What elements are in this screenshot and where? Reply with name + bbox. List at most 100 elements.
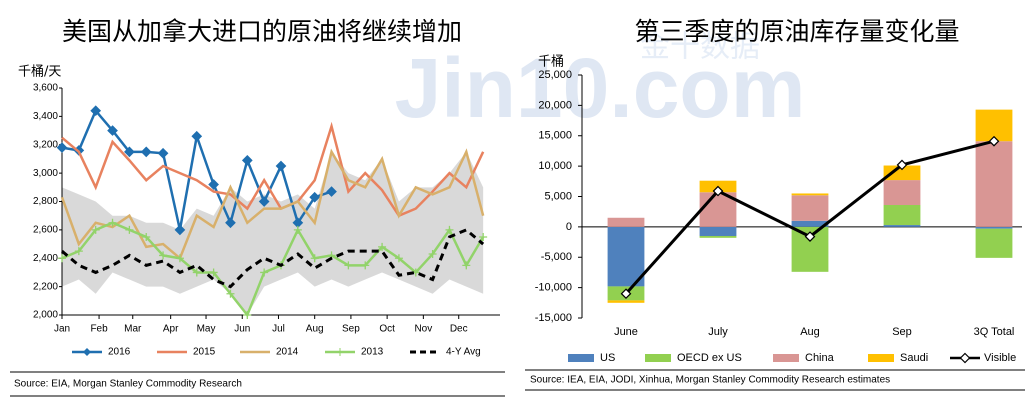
- y-tick-label: 3,400: [33, 111, 58, 122]
- x-tick-label: Aug: [306, 324, 324, 335]
- y-tick-label: 2,000: [33, 310, 58, 321]
- y-tick-label: 3,000: [33, 168, 58, 179]
- marker: [445, 225, 454, 234]
- marker: [209, 268, 218, 277]
- y-axis-label: 千桶/天: [18, 65, 61, 80]
- line: [61, 228, 485, 289]
- legend-marker: [959, 352, 971, 364]
- y-tick-label: -15,000: [535, 312, 572, 324]
- marker: [309, 191, 321, 203]
- marker: [896, 159, 908, 171]
- bar-segment: [791, 195, 829, 221]
- x-tick-label: Dec: [450, 324, 468, 335]
- bar-segment: [607, 217, 645, 227]
- bar-segment: [975, 141, 1013, 227]
- marker: [225, 217, 236, 229]
- legend-label: Visible: [984, 352, 1016, 364]
- source: Source: IEA, EIA, JODI, Xinhua, Morgan S…: [530, 375, 890, 386]
- x-tick-label: July: [708, 326, 728, 338]
- marker: [56, 142, 68, 153]
- line: [61, 221, 485, 318]
- x-tick-label: Jul: [272, 324, 285, 335]
- watermark: 金十数据: [640, 30, 760, 65]
- marker: [326, 186, 337, 197]
- marker: [124, 146, 135, 158]
- marker: [174, 224, 186, 236]
- marker: [226, 289, 235, 298]
- y-axis-label: 千桶: [538, 55, 564, 70]
- legend-label: 2015: [193, 347, 216, 358]
- x-tick-label: Mar: [124, 324, 142, 335]
- marker: [108, 218, 117, 227]
- x-tick-label: 3Q Total: [974, 326, 1015, 338]
- y-tick-label: 10,000: [538, 160, 572, 172]
- y-tick-label: 2,800: [33, 196, 58, 207]
- y-tick-label: 5,000: [544, 190, 572, 202]
- marker: [462, 261, 471, 270]
- legend-label: 2014: [276, 347, 299, 358]
- bar-segment: [883, 165, 921, 181]
- x-tick-label: Jun: [234, 324, 250, 335]
- legend-label: OECD ex US: [677, 352, 742, 364]
- x-tick-label: Jan: [54, 324, 70, 335]
- marker: [192, 268, 201, 277]
- x-tick-label: Aug: [800, 326, 820, 338]
- x-tick-label: Oct: [379, 324, 395, 335]
- range-band: [62, 151, 484, 315]
- marker: [428, 249, 437, 258]
- y-tick-label: 3,600: [33, 83, 58, 94]
- legend-swatch: [868, 354, 894, 362]
- chart-title: 第三季度的原油库存量变化量: [634, 17, 959, 46]
- marker: [91, 225, 100, 234]
- marker: [157, 147, 169, 159]
- legend-label: 2013: [361, 347, 384, 358]
- legend-label: US: [600, 352, 615, 364]
- source: Source: EIA, Morgan Stanley Commodity Re…: [14, 379, 242, 390]
- marker: [344, 261, 353, 270]
- y-tick-label: 25,000: [538, 69, 572, 81]
- marker: [107, 125, 118, 136]
- x-tick-label: May: [197, 324, 216, 335]
- bar-segment: [883, 180, 921, 206]
- y-tick-label: 15,000: [538, 130, 572, 142]
- y-tick-label: 0: [566, 221, 572, 233]
- y-tick-label: 2,600: [33, 225, 58, 236]
- y-tick-label: 2,200: [33, 281, 58, 292]
- marker: [394, 254, 403, 263]
- marker: [479, 232, 488, 241]
- line: [61, 121, 485, 218]
- legend-label: China: [805, 352, 835, 364]
- marker: [260, 268, 269, 277]
- marker: [159, 251, 168, 260]
- marker: [74, 247, 83, 256]
- y-tick-label: 20,000: [538, 99, 572, 111]
- bar-segment: [699, 226, 737, 236]
- marker: [191, 130, 203, 142]
- bar-segment: [791, 220, 829, 227]
- y-tick-label: -10,000: [535, 282, 572, 294]
- marker: [712, 185, 724, 197]
- x-tick-label: Feb: [90, 324, 108, 335]
- marker: [241, 155, 253, 166]
- bar-segment: [699, 235, 737, 238]
- x-tick-label: Nov: [414, 324, 432, 335]
- marker: [988, 135, 1000, 147]
- y-tick-label: -5,000: [541, 251, 572, 263]
- legend-label: 4-Y Avg: [446, 347, 481, 358]
- line: [60, 148, 485, 261]
- y-tick-label: 3,200: [33, 139, 58, 150]
- marker: [90, 105, 102, 117]
- bar-segment: [883, 205, 921, 226]
- bar-segment: [607, 226, 645, 287]
- legend-swatch: [645, 354, 671, 362]
- chart-title: 美国从加拿大进口的原油将继续增加: [62, 17, 462, 46]
- x-tick-label: June: [614, 326, 638, 338]
- marker: [243, 311, 252, 319]
- marker: [293, 225, 302, 234]
- legend-swatch: [568, 354, 594, 362]
- marker: [378, 242, 387, 251]
- marker: [208, 179, 219, 190]
- x-tick-label: Sep: [342, 324, 360, 335]
- x-tick-label: Apr: [163, 324, 179, 335]
- marker: [258, 196, 270, 207]
